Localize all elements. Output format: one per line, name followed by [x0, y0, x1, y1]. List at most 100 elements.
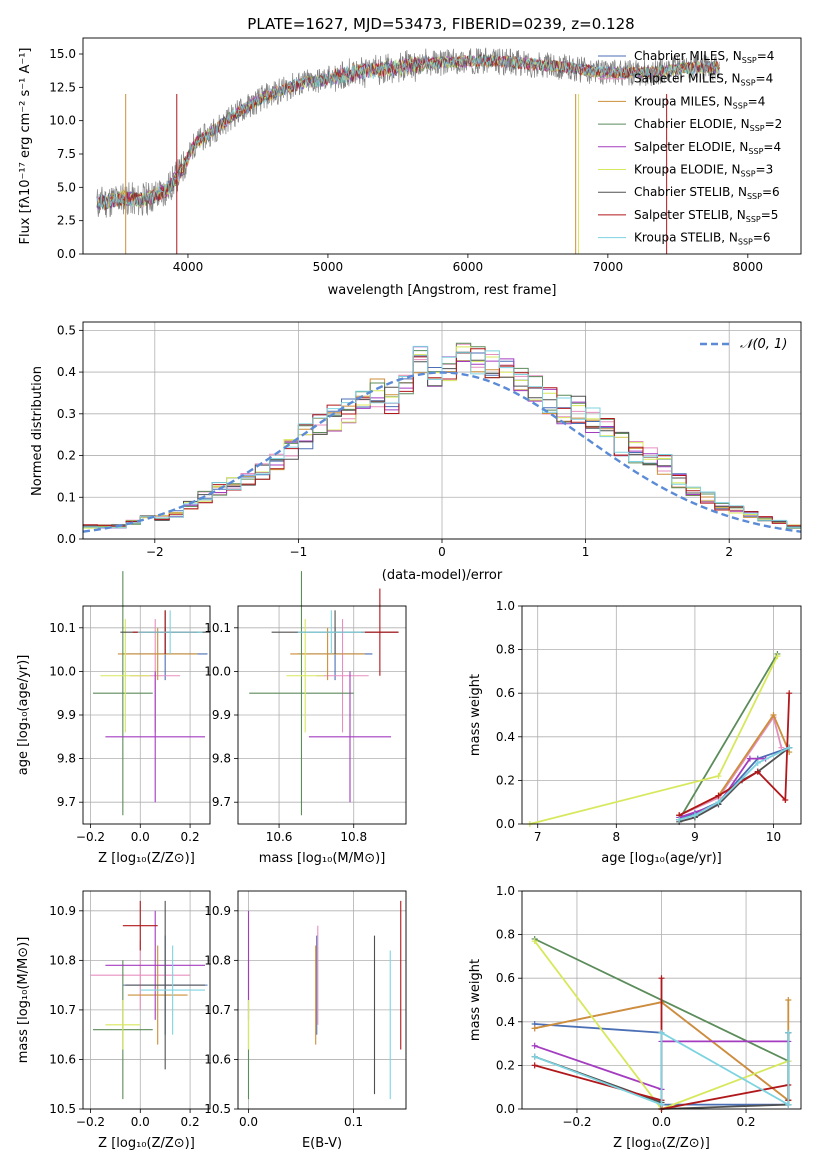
series-marker	[785, 1029, 792, 1036]
residual-legend-label: 𝒩(0, 1)	[740, 337, 787, 352]
series-marker	[754, 759, 761, 766]
series-marker	[774, 653, 781, 660]
series-marker	[531, 938, 538, 945]
series-marker	[754, 768, 761, 775]
series-marker	[786, 690, 793, 697]
errorbar-points	[247, 900, 402, 1100]
x-tick-label: 4000	[173, 260, 204, 274]
y-tick-label: 0.5	[57, 323, 76, 337]
series-line	[678, 757, 766, 819]
gaussian-curve	[82, 371, 802, 533]
series-lines	[526, 650, 793, 827]
x-tick-label: 0.2	[181, 830, 200, 844]
y-tick-label: 0.4	[496, 1015, 515, 1029]
series-marker	[782, 797, 789, 804]
y-tick-label: 0.2	[57, 449, 76, 463]
y-tick-label: 10.9	[49, 904, 76, 918]
series-line	[678, 653, 779, 821]
y-tick-label: 0.4	[496, 730, 515, 744]
x-tick-label: 0.1	[344, 1115, 363, 1129]
y-tick-label: 0.8	[496, 928, 515, 942]
y-tick-label: 0.8	[496, 643, 515, 657]
y-axis-label: mass weight	[468, 674, 483, 756]
x-tick-label: −0.2	[76, 830, 105, 844]
y-tick-label: 10.1	[204, 621, 231, 635]
y-tick-label: 10.1	[49, 621, 76, 635]
y-tick-label: 0.3	[57, 407, 76, 421]
x-tick-label: −2	[146, 545, 164, 559]
series-marker	[676, 816, 683, 823]
y-tick-label: 1.0	[496, 599, 515, 613]
series-line	[678, 746, 790, 823]
y-tick-label: 10.7	[204, 1003, 231, 1017]
legend-label: Kroupa MILES, NSSP=4	[634, 94, 765, 110]
spectrum-ticks: 4000 5000 6000 7000 8000 0.0 2.5 5.0 7.5 10.0 12.5…	[49, 47, 763, 274]
series-marker	[785, 1101, 792, 1108]
y-tick-label: 9.8	[212, 752, 231, 766]
errorbar-points	[249, 571, 399, 816]
grid	[83, 891, 210, 1110]
ticks: 10.6 10.8 9.7 9.8 9.9 10.0 10.1	[204, 621, 367, 844]
y-tick-label: 10.0	[204, 664, 231, 678]
y-tick-label: 12.5	[49, 80, 76, 94]
x-axis-label: Z [log₁₀(Z/Z⊙)]	[98, 851, 195, 866]
model-spectrum	[96, 54, 720, 209]
series-line	[529, 655, 779, 825]
legend-label: Salpeter STELIB, NSSP=5	[634, 208, 778, 224]
mass-vs-z-panel: −0.2 0.0 0.2 10.5 10.6 10.7 10.8 10.9 Z [log₁₀(Z…	[16, 890, 211, 1151]
series-line	[678, 715, 783, 817]
x-tick-label: −0.2	[76, 1115, 105, 1129]
x-tick-label: 8000	[733, 260, 764, 274]
y-tick-label: 10.6	[49, 1052, 76, 1066]
series-marker	[658, 1029, 665, 1036]
y-tick-label: 0.0	[57, 247, 76, 261]
residual-ticks: −2 −1 0 1 2 0.0 0.1 0.2 0.3 0.4 0.5	[57, 323, 733, 559]
axes-frame	[521, 605, 802, 825]
mass-vs-ebv-panel: 0.0 0.1 10.5 10.6 10.7 10.8 10.9 E(B-V)	[204, 890, 407, 1151]
y-tick-label: 0.4	[57, 365, 76, 379]
series-line	[678, 713, 791, 817]
ticks: −0.2 0.0 0.2 10.5 10.6 10.7 10.8 10.9	[49, 904, 199, 1129]
ticks: −0.2 0.0 0.2 0.0 0.2 0.4 0.6 0.8 1.0	[496, 884, 756, 1129]
x-tick-label: 7000	[593, 260, 624, 274]
grid	[238, 606, 406, 824]
model-spectrum	[96, 54, 720, 211]
x-tick-label: 0.0	[239, 1115, 258, 1129]
residual-ylabel: Normed distribution	[30, 366, 45, 496]
y-tick-label: 9.7	[57, 795, 76, 809]
legend-label: Chabrier MILES, NSSP=4	[634, 49, 774, 65]
y-tick-label: 1.0	[496, 884, 515, 898]
y-tick-label: 10.6	[204, 1052, 231, 1066]
x-tick-label: 10.6	[266, 830, 293, 844]
x-tick-label: 0.0	[652, 1115, 671, 1129]
x-tick-label: 0	[438, 545, 446, 559]
y-tick-label: 10.5	[204, 1102, 231, 1116]
legend-label: Salpeter MILES, NSSP=4	[634, 72, 773, 88]
spectrum-panel: PLATE=1627, MJD=53473, FIBERID=0239, z=0…	[18, 15, 802, 298]
massweight-vs-z-panel: −0.2 0.0 0.2 0.0 0.2 0.4 0.6 0.8 1.0 Z [log₁₀(Z/Z…	[468, 884, 802, 1151]
ticks: 7 8 9 10 0.0 0.2 0.4 0.6 0.8 1.0	[496, 599, 781, 844]
y-axis-label: mass weight	[468, 959, 483, 1041]
spectrum-model-lines	[96, 54, 720, 254]
y-tick-label: 0.2	[496, 1058, 515, 1072]
residual-xlabel: (data-model)/error	[382, 568, 503, 583]
series-marker	[770, 712, 777, 718]
y-tick-label: 15.0	[49, 47, 76, 61]
legend-label: Chabrier ELODIE, NSSP=2	[634, 117, 782, 133]
y-tick-label: 0.1	[57, 490, 76, 504]
x-tick-label: 5000	[313, 260, 344, 274]
x-tick-label: −1	[290, 545, 308, 559]
y-tick-label: 10.5	[49, 1102, 76, 1116]
x-tick-label: 10	[766, 830, 781, 844]
x-tick-label: 8	[612, 830, 620, 844]
y-tick-label: 10.8	[49, 953, 76, 967]
y-tick-label: 0.0	[496, 817, 515, 831]
y-tick-label: 5.0	[57, 180, 76, 194]
series-marker	[715, 792, 722, 799]
series-marker	[531, 1042, 538, 1049]
y-tick-label: 9.9	[212, 708, 231, 722]
ticks: −0.2 0.0 0.2 9.7 9.8 9.9 10.0 10.1	[49, 621, 199, 844]
x-tick-label: −0.2	[562, 1115, 591, 1129]
y-axis-label: mass [log₁₀(M/M⊙)]	[16, 937, 31, 1064]
